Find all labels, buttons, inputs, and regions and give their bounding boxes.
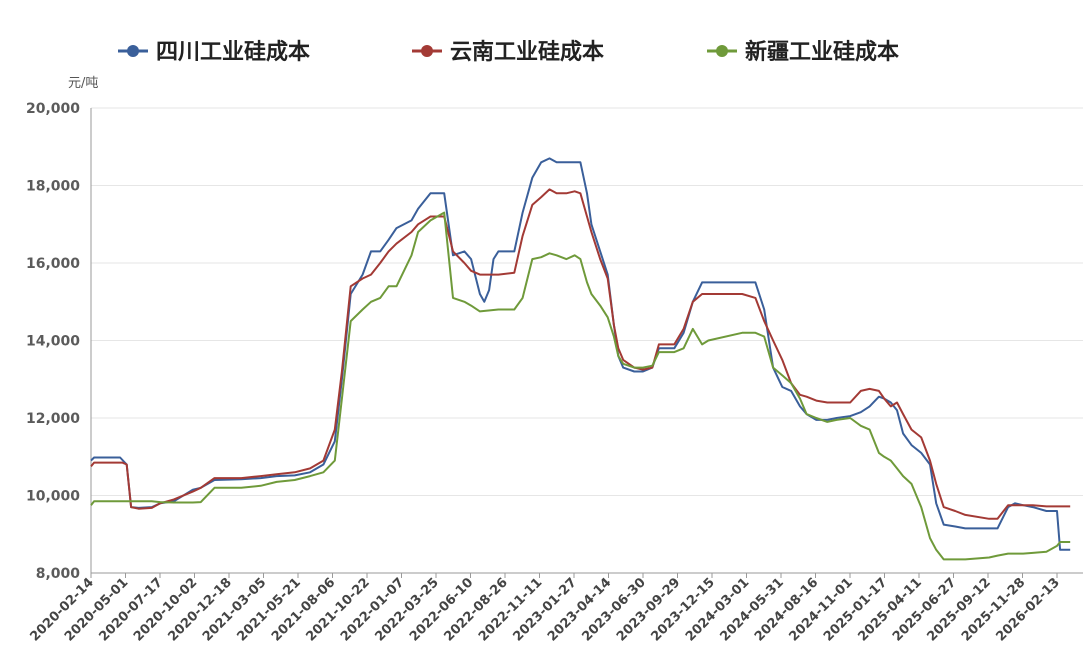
legend-marker-icon <box>716 45 728 57</box>
legend-marker-icon <box>127 45 139 57</box>
series-lines <box>90 157 1071 561</box>
x-axis: 2020-02-142020-05-012020-07-172020-10-02… <box>27 572 1083 645</box>
y-tick-label: 16,000 <box>26 256 80 272</box>
series-line-2 <box>90 188 1071 520</box>
legend-label: 四川工业硅成本 <box>156 40 310 65</box>
legend-marker-icon <box>421 45 433 57</box>
legend-label: 云南工业硅成本 <box>450 40 604 65</box>
series-line-3 <box>90 211 1071 561</box>
y-tick-label: 10,000 <box>26 489 80 505</box>
y-tick-label: 14,000 <box>26 334 80 350</box>
y-axis-unit-label: 元/吨 <box>68 76 98 91</box>
legend-item-2[interactable]: 云南工业硅成本 <box>412 40 604 65</box>
series-line-1 <box>90 157 1071 551</box>
y-tick-label: 18,000 <box>26 179 80 195</box>
legend-item-3[interactable]: 新疆工业硅成本 <box>707 39 899 65</box>
legend-item-1[interactable]: 四川工业硅成本 <box>118 40 310 65</box>
y-tick-label: 20,000 <box>26 101 80 117</box>
legend-label: 新疆工业硅成本 <box>745 39 899 65</box>
chart-legend[interactable]: 四川工业硅成本 云南工业硅成本 新疆工业硅成本 <box>118 39 899 65</box>
y-tick-label: 8,000 <box>36 566 81 582</box>
y-gridlines <box>90 107 1083 574</box>
y-axis-ticks: 8,000 10,000 12,000 14,000 16,000 18,000 20,00… <box>26 101 80 582</box>
y-tick-label: 12,000 <box>26 411 80 427</box>
